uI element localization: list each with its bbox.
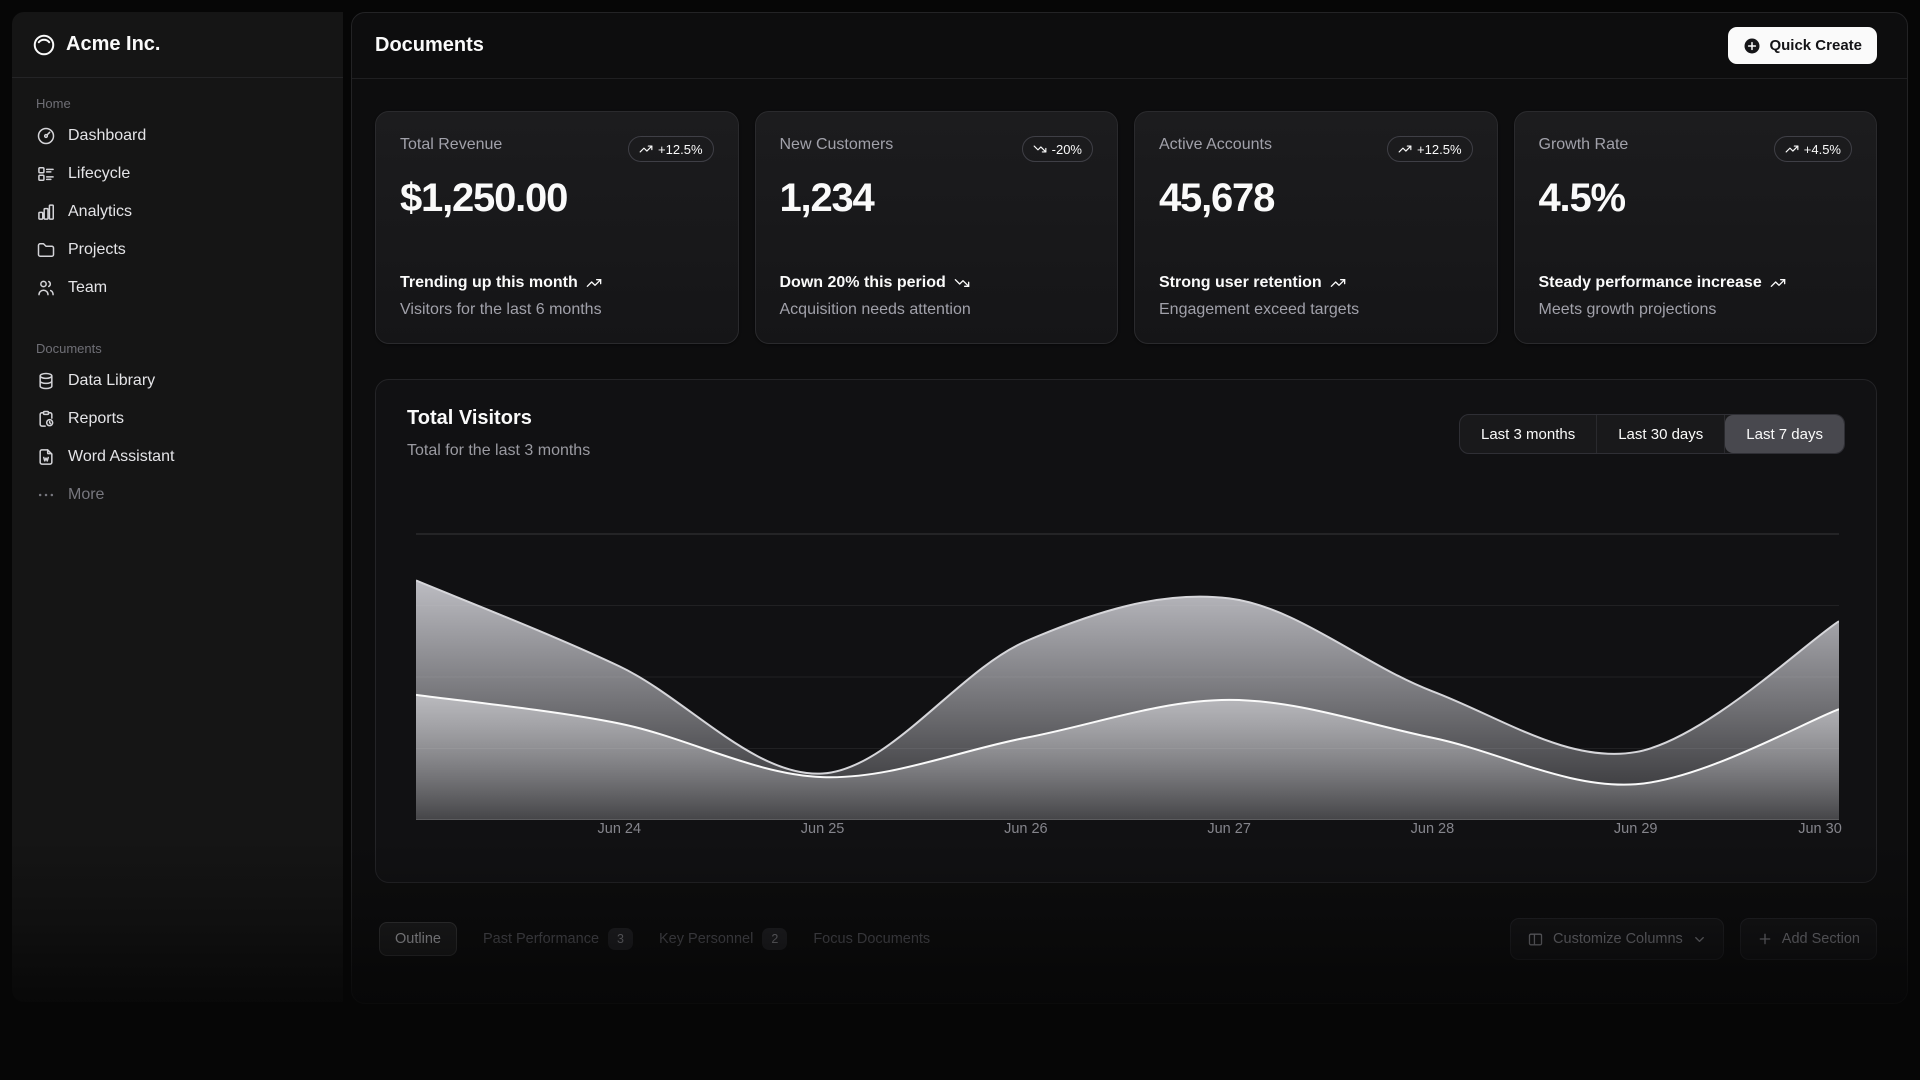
file-word-icon (36, 447, 56, 467)
trend-badge: +12.5% (628, 136, 714, 162)
inner-shadow-top-icon (32, 33, 56, 57)
folder-icon (36, 240, 56, 260)
sidebar-item-label: Team (68, 279, 108, 296)
main-panel: Documents Quick Create Total Revenue +12… (351, 12, 1908, 1004)
circle-plus-icon (1743, 37, 1761, 55)
sidebar-item-more[interactable]: More (28, 476, 327, 514)
sidebar-item-label: More (68, 486, 105, 503)
brand: Acme Inc. (32, 33, 160, 57)
chart-x-axis-labels: Jun 24 Jun 25 Jun 26 Jun 27 Jun 28 Jun 29 Jun … (416, 821, 1842, 841)
card-value: 45,678 (1159, 176, 1275, 220)
x-tick-label: Jun 30 (1798, 821, 1842, 837)
bottom-bar-actions: Customize Columns Add Section (1510, 918, 1877, 960)
sidebar-group-home: Home (36, 96, 71, 111)
trend-badge: +12.5% (1387, 136, 1473, 162)
range-option-last-3-months[interactable]: Last 3 months (1460, 415, 1598, 453)
trending-up-icon (1398, 145, 1412, 153)
sidebar-nav: Home Dashboard Lifecycle (12, 78, 343, 514)
trending-down-icon (954, 279, 970, 287)
trending-up-icon (586, 279, 602, 287)
trending-up-icon (639, 145, 653, 153)
sidebar-item-projects[interactable]: Projects (28, 231, 327, 269)
users-icon (36, 278, 56, 298)
list-details-icon (36, 164, 56, 184)
x-tick-label: Jun 27 (1207, 821, 1251, 837)
range-option-last-7-days[interactable]: Last 7 days (1725, 415, 1844, 453)
tab-outline[interactable]: Outline (379, 922, 457, 956)
sidebar-item-reports[interactable]: Reports (28, 400, 327, 438)
total-visitors-card: Total Visitors Total for the last 3 mont… (375, 379, 1877, 883)
stat-card-growth-rate: Growth Rate +4.5% 4.5% Steady performanc… (1513, 111, 1877, 344)
card-title: Total Revenue (400, 136, 503, 153)
tab-focus-documents[interactable]: Focus Documents (813, 931, 931, 947)
card-value: 4.5% (1538, 176, 1627, 220)
page-header: Documents Quick Create (352, 13, 1907, 79)
customize-columns-button[interactable]: Customize Columns (1510, 918, 1724, 960)
sidebar-item-label: Data Library (68, 372, 156, 389)
chart-bar-icon (36, 202, 56, 222)
stat-cards: Total Revenue +12.5% $1,250.00 Trending … (375, 111, 1877, 344)
chart-title: Total Visitors (407, 407, 532, 429)
stat-card-total-revenue: Total Revenue +12.5% $1,250.00 Trending … (375, 111, 739, 344)
sidebar-group-documents: Documents (36, 341, 102, 356)
sidebar-item-analytics[interactable]: Analytics (28, 193, 327, 231)
dashboard-icon (36, 126, 56, 146)
sidebar: Acme Inc. Home Dashboard (12, 12, 343, 1002)
report-icon (36, 409, 56, 429)
add-section-button[interactable]: Add Section (1739, 918, 1877, 960)
chevron-down-icon (1694, 936, 1704, 942)
tab-past-performance[interactable]: Past Performance 3 (483, 928, 634, 950)
sidebar-item-label: Lifecycle (68, 165, 131, 182)
sidebar-item-label: Dashboard (68, 127, 147, 144)
trending-up-icon (1330, 279, 1346, 287)
trend-badge: +4.5% (1773, 136, 1852, 162)
trend-badge: -20% (1021, 136, 1093, 162)
count-badge: 2 (762, 928, 788, 950)
card-title: Growth Rate (1538, 136, 1629, 153)
plus-icon (1759, 933, 1771, 945)
stat-card-new-customers: New Customers -20% 1,234 Down 20% this p… (754, 111, 1118, 344)
sidebar-item-lifecycle[interactable]: Lifecycle (28, 155, 327, 193)
sidebar-header[interactable]: Acme Inc. (12, 12, 343, 78)
x-tick-label: Jun 29 (1613, 821, 1658, 837)
sidebar-item-word-assistant[interactable]: Word Assistant (28, 438, 327, 476)
bottom-bar: Outline Past Performance 3 Key Personnel… (375, 917, 1877, 961)
card-title: New Customers (779, 136, 894, 153)
section-tabs: Outline Past Performance 3 Key Personnel… (375, 922, 934, 956)
count-badge: 3 (608, 928, 634, 950)
sidebar-item-label: Reports (68, 410, 125, 427)
trending-down-icon (1033, 145, 1047, 153)
columns-icon (1528, 933, 1543, 945)
sidebar-item-team[interactable]: Team (28, 269, 327, 307)
brand-name: Acme Inc. (66, 33, 161, 55)
x-tick-label: Jun 25 (800, 821, 845, 837)
sidebar-item-label: Analytics (68, 203, 133, 220)
quick-create-button[interactable]: Quick Create (1728, 27, 1877, 64)
sidebar-item-label: Projects (68, 241, 126, 258)
sidebar-item-label: Word Assistant (68, 448, 175, 465)
range-option-last-30-days[interactable]: Last 30 days (1597, 415, 1726, 453)
card-value: 1,234 (779, 176, 875, 220)
x-tick-label: Jun 26 (1004, 821, 1048, 837)
stat-card-active-accounts: Active Accounts +12.5% 45,678 Strong use… (1134, 111, 1498, 344)
x-tick-label: Jun 24 (597, 821, 642, 837)
page-title: Documents (375, 34, 484, 56)
x-tick-label: Jun 28 (1410, 821, 1455, 837)
database-icon (36, 371, 56, 391)
card-title: Active Accounts (1159, 136, 1272, 153)
sidebar-item-data-library[interactable]: Data Library (28, 362, 327, 400)
card-value: $1,250.00 (400, 176, 568, 220)
dots-icon (36, 485, 56, 505)
chart-subtitle: Total for the last 3 months (407, 442, 591, 459)
trending-up-icon (1770, 279, 1786, 287)
trending-up-icon (1785, 145, 1799, 153)
sidebar-item-dashboard[interactable]: Dashboard (28, 117, 327, 155)
range-toggle-group: Last 3 months Last 30 days Last 7 days (1459, 414, 1845, 454)
tab-key-personnel[interactable]: Key Personnel 2 (659, 928, 788, 950)
visitors-area-chart (416, 533, 1839, 820)
